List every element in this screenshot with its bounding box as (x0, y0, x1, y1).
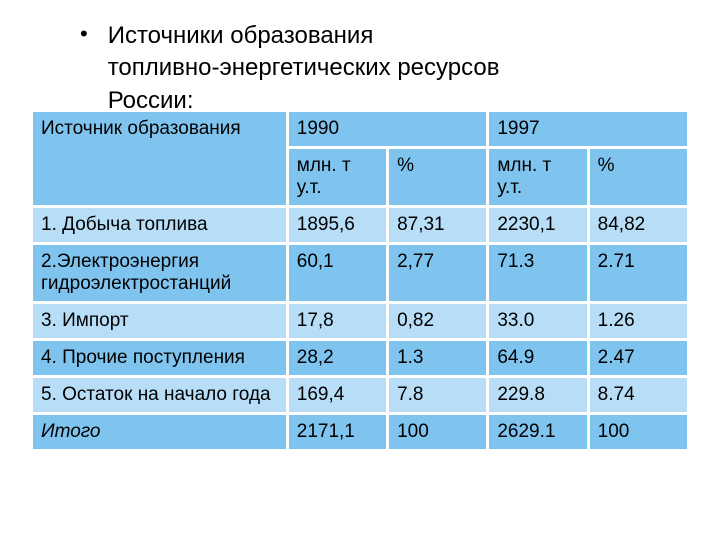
row-mln-1997: 71.3 (488, 244, 588, 303)
row-pct-1997: 2.47 (588, 340, 688, 377)
row-pct-1990: 0,82 (388, 303, 488, 340)
resources-table: Источник образования 1990 1997 млн. т у.… (30, 109, 690, 452)
bullet-line-1: Источники образования (108, 22, 374, 49)
row-mln-1997: 2230,1 (488, 207, 588, 244)
row-pct-1997: 2.71 (588, 244, 688, 303)
table-row: 3. Импорт 17,8 0,82 33.0 1.26 (32, 303, 689, 340)
row-mln-1997: 33.0 (488, 303, 588, 340)
row-pct-1990: 7.8 (388, 377, 488, 414)
bullet-block: • Источники образования топливно-энергет… (0, 20, 720, 117)
table-total-row: Итого 2171,1 100 2629.1 100 (32, 414, 689, 451)
row-pct-1997: 84,82 (588, 207, 688, 244)
row-name: 3. Импорт (32, 303, 288, 340)
header-1997: 1997 (488, 111, 689, 148)
total-pct-1997: 100 (588, 414, 688, 451)
subheader-pct-1990: % (388, 148, 488, 207)
total-mln-1990: 2171,1 (287, 414, 387, 451)
row-pct-1990: 1.3 (388, 340, 488, 377)
table-row: 4. Прочие поступления 28,2 1.3 64.9 2.47 (32, 340, 689, 377)
table-row: 2.Электроэнергия гидроэлектростанций 60,… (32, 244, 689, 303)
subheader-mln-1990: млн. т у.т. (287, 148, 387, 207)
row-mln-1990: 28,2 (287, 340, 387, 377)
row-mln-1990: 1895,6 (287, 207, 387, 244)
bullet-marker: • (80, 20, 88, 49)
row-pct-1990: 87,31 (388, 207, 488, 244)
subheader-mln-1997: млн. т у.т. (488, 148, 588, 207)
header-source: Источник образования (32, 111, 288, 207)
row-mln-1990: 169,4 (287, 377, 387, 414)
row-mln-1990: 17,8 (287, 303, 387, 340)
row-name: 2.Электроэнергия гидроэлектростанций (32, 244, 288, 303)
table-row: 1. Добыча топлива 1895,6 87,31 2230,1 84… (32, 207, 689, 244)
bullet-line-3: России: (108, 87, 194, 114)
row-mln-1990: 60,1 (287, 244, 387, 303)
row-name: 5. Остаток на начало года (32, 377, 288, 414)
bullet-text: Источники образования топливно-энергетич… (108, 20, 500, 117)
bullet-line-2: топливно-энергетических ресурсов (108, 54, 500, 81)
total-name: Итого (32, 414, 288, 451)
row-mln-1997: 64.9 (488, 340, 588, 377)
row-mln-1997: 229.8 (488, 377, 588, 414)
total-pct-1990: 100 (388, 414, 488, 451)
row-name: 1. Добыча топлива (32, 207, 288, 244)
row-pct-1997: 1.26 (588, 303, 688, 340)
row-pct-1997: 8.74 (588, 377, 688, 414)
total-mln-1997: 2629.1 (488, 414, 588, 451)
row-pct-1990: 2,77 (388, 244, 488, 303)
subheader-pct-1997: % (588, 148, 688, 207)
row-name: 4. Прочие поступления (32, 340, 288, 377)
table-row: 5. Остаток на начало года 169,4 7.8 229.… (32, 377, 689, 414)
